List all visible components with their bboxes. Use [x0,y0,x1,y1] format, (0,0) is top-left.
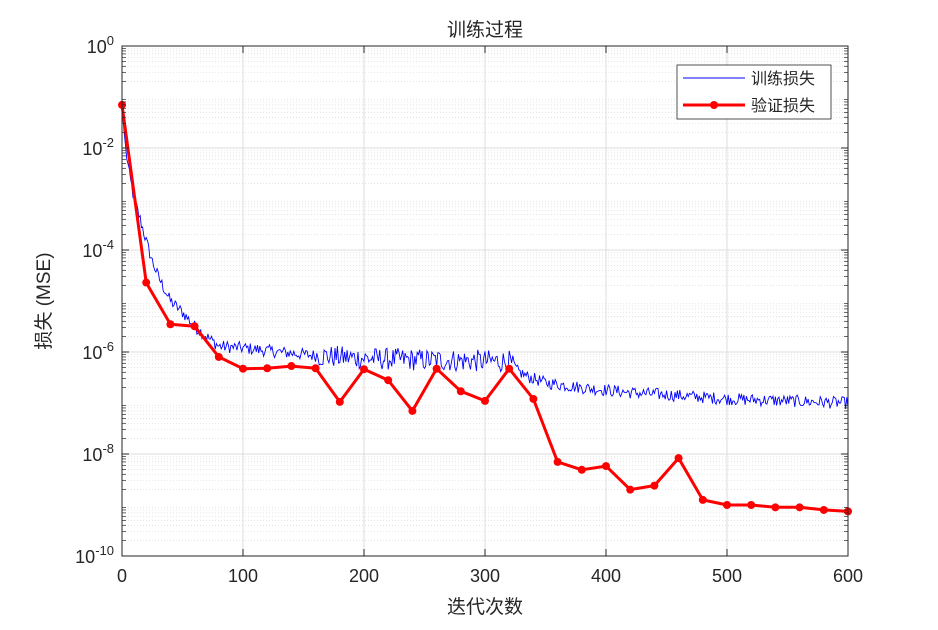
val-loss-marker [795,503,804,512]
legend-val-label: 验证损失 [751,97,815,115]
x-tick-label: 600 [833,566,863,586]
ticks: 100 10-2 10-4 10-6 10-8 10-100 100 200 300 400 500… [75,33,863,586]
y-tick-label: 10-10 [75,543,114,567]
x-tick-label: 500 [712,566,742,586]
val-loss-marker [771,503,780,512]
val-loss-marker [553,457,562,466]
val-loss-marker [674,454,683,463]
val-loss-marker [239,364,247,373]
val-loss-marker [432,364,441,373]
y-tick-label: 10-2 [82,135,114,159]
chart-title: 训练过程 [447,19,523,41]
y-tick-label: 10-4 [82,237,114,261]
val-loss-marker [698,495,707,504]
val-loss-marker [529,394,538,403]
legend-train-label: 训练损失 [751,70,815,88]
x-tick-label: 300 [470,566,500,586]
val-loss-marker [481,396,489,405]
x-tick-label: 400 [591,566,621,586]
val-loss-marker [602,462,610,471]
y-tick-label: 10-8 [82,441,114,465]
grid [121,45,849,557]
val-loss-marker [166,320,175,329]
y-axis-label: 损失 (MSE) [33,252,55,349]
val-loss-marker [384,376,393,385]
train-loss-line [121,108,849,409]
val-loss-marker [142,278,151,287]
val-loss-marker [190,322,199,331]
x-tick-label: 100 [228,566,258,586]
plot-series [118,100,852,516]
val-loss-marker [626,485,635,494]
val-loss-marker [456,387,465,396]
legend: 训练损失 验证损失 [676,64,832,120]
val-loss-marker [408,406,417,415]
x-tick-label: 0 [117,566,127,586]
val-loss-marker [650,481,659,490]
val-loss-marker [577,465,586,474]
x-axis-label: 迭代次数 [447,596,523,618]
y-tick-label: 100 [87,33,114,57]
legend-val-marker [710,101,718,109]
y-tick-label: 10-6 [82,339,114,363]
val-loss-marker [214,352,223,361]
val-loss-marker [505,364,514,373]
val-loss-marker [360,365,368,374]
val-loss-marker [723,501,731,509]
val-loss-marker [335,397,344,406]
x-tick-label: 200 [349,566,379,586]
legend-box [676,64,832,120]
val-loss-marker [287,362,296,371]
val-loss-marker [311,364,320,373]
val-loss-marker [819,505,828,514]
val-loss-marker [747,501,756,509]
val-loss-marker [263,364,272,373]
